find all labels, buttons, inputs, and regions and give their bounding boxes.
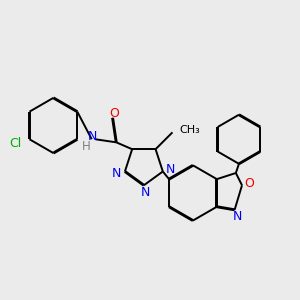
Text: N: N — [166, 164, 175, 176]
Text: O: O — [244, 177, 254, 190]
Text: N: N — [112, 167, 121, 179]
Text: Cl: Cl — [10, 137, 22, 150]
Text: N: N — [233, 210, 242, 223]
Text: CH₃: CH₃ — [179, 125, 200, 135]
Text: N: N — [141, 186, 150, 200]
Text: O: O — [109, 107, 119, 120]
Text: N: N — [88, 130, 97, 143]
Text: H: H — [82, 140, 91, 152]
